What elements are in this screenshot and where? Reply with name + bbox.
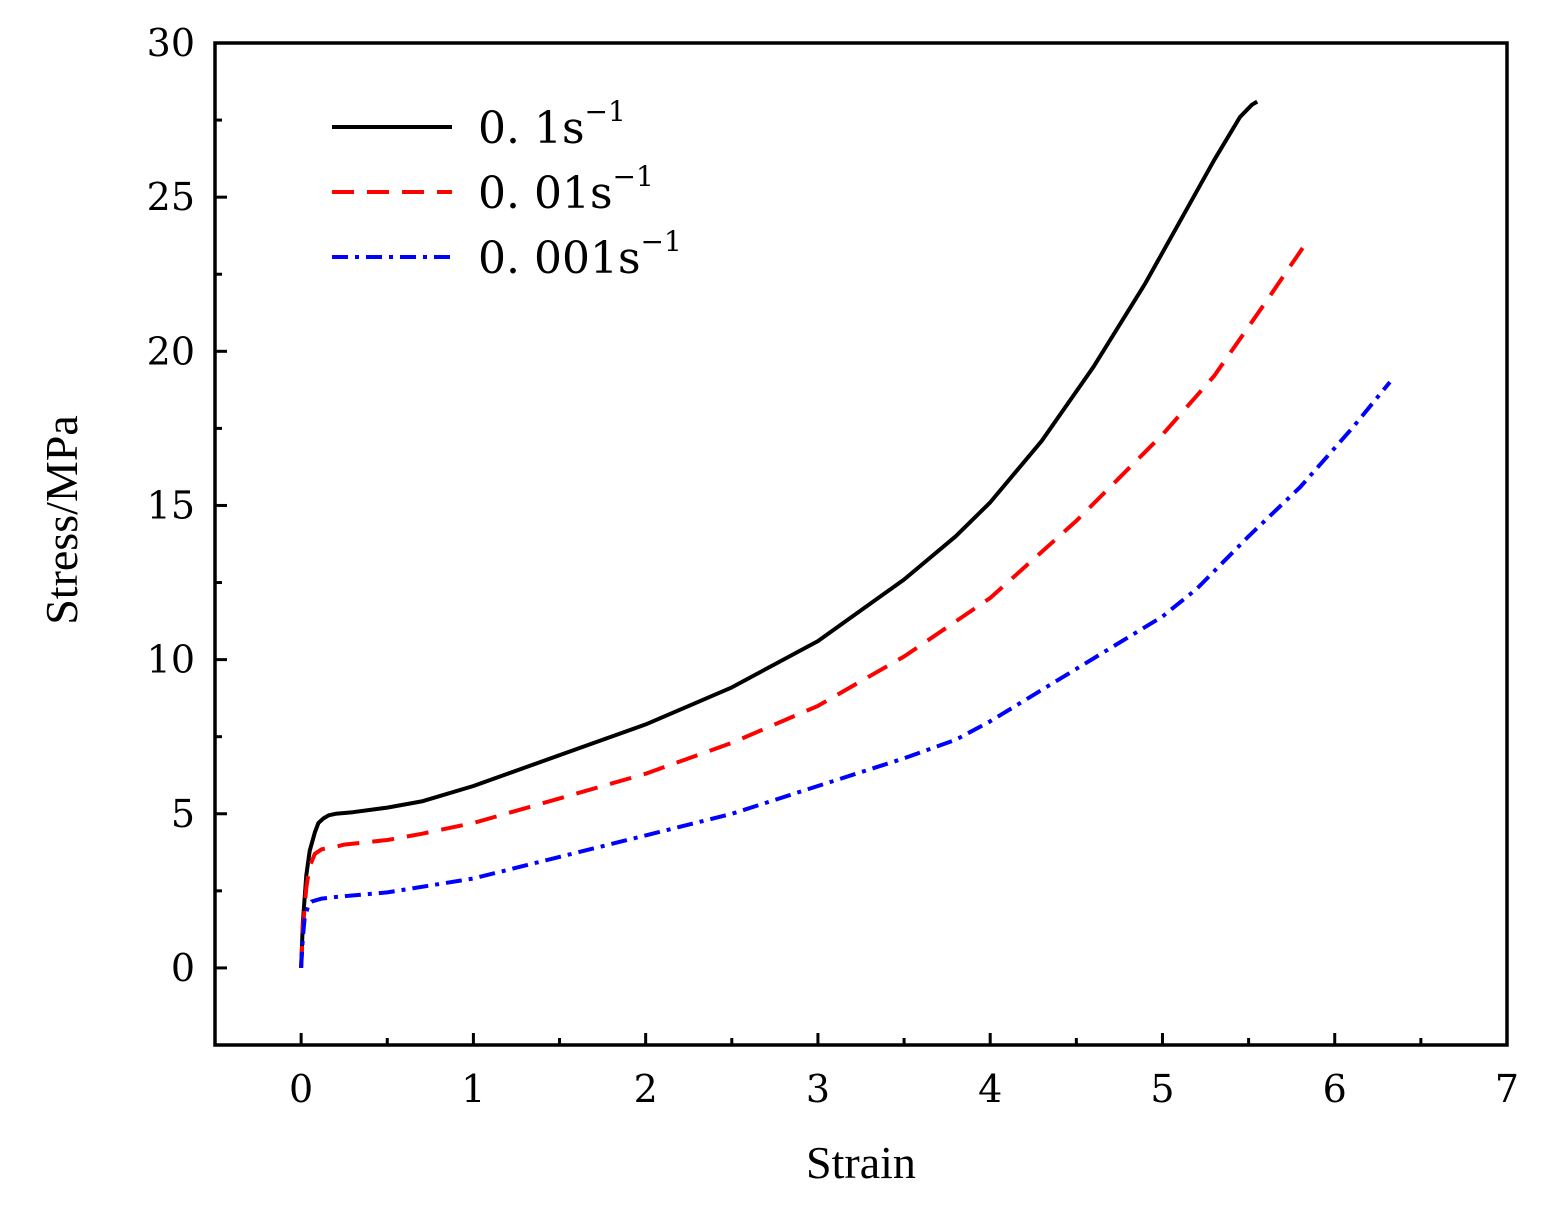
plot-frame [213, 41, 1509, 1047]
legend-superscript: −1 [613, 160, 654, 193]
x-tick-label: 0 [289, 1067, 313, 1111]
y-tick-label: 25 [147, 175, 195, 219]
series-layer [299, 99, 1392, 969]
x-tick-label: 4 [978, 1067, 1002, 1111]
series-line-1 [299, 99, 1259, 968]
y-axis-title: Stress/MPa [36, 415, 87, 625]
legend-superscript: −1 [641, 225, 682, 258]
x-tick-label: 2 [634, 1067, 658, 1111]
x-tick-label: 6 [1323, 1067, 1347, 1111]
x-tick-label: 5 [1150, 1067, 1174, 1111]
legend-superscript: −1 [585, 95, 626, 128]
x-axis-title: Strain [806, 1137, 916, 1188]
series-line-3 [299, 380, 1392, 969]
y-tick-label: 30 [147, 21, 195, 65]
y-tick-label: 20 [147, 329, 195, 373]
x-tick-label: 3 [806, 1067, 830, 1111]
x-tick-label: 1 [461, 1067, 485, 1111]
y-tick-label: 15 [147, 483, 195, 527]
y-tick-label: 10 [147, 638, 195, 682]
y-tick-label: 5 [171, 792, 195, 836]
series-line-2 [299, 245, 1306, 968]
y-tick-label: 0 [171, 946, 195, 990]
x-tick-label: 7 [1495, 1067, 1519, 1111]
ticks-layer: 0 1 2 3 4 5 6 7 0 5 10 15 20 25 30 [147, 21, 1519, 1111]
